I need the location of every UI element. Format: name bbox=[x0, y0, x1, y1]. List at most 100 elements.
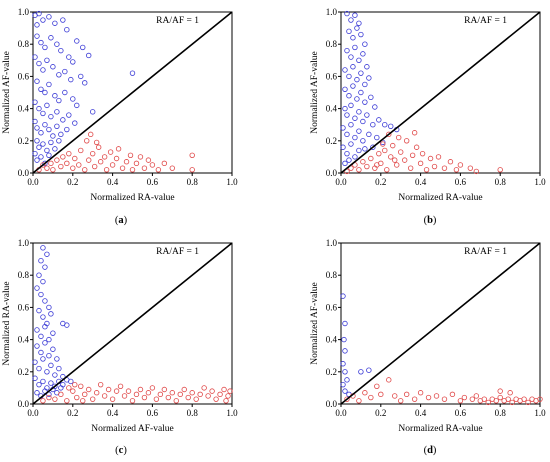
y-tick-label: 1.0 bbox=[326, 7, 338, 17]
data-point-red bbox=[153, 396, 160, 402]
data-point-red bbox=[115, 146, 122, 152]
data-point-red bbox=[141, 394, 148, 401]
data-point-red bbox=[161, 160, 168, 167]
data-point-blue bbox=[36, 105, 42, 112]
data-point-red bbox=[181, 386, 187, 393]
data-point-blue bbox=[354, 25, 360, 31]
data-point-red bbox=[398, 398, 404, 404]
data-point-red bbox=[185, 394, 191, 401]
data-point-blue bbox=[129, 70, 136, 76]
y-tick-label: 1.0 bbox=[18, 238, 30, 248]
data-point-blue bbox=[342, 105, 348, 112]
data-point-blue bbox=[374, 134, 380, 141]
y-tick-label: 0.6 bbox=[18, 302, 30, 312]
data-point-red bbox=[149, 162, 156, 168]
panel-a: 0.0 0.2 0.4 0.6 0.8 1.0 0.0 0.2 0.4 0.6 0.8 1.0 Norm… bbox=[2, 7, 238, 226]
data-point-blue bbox=[372, 104, 378, 110]
data-point-red bbox=[155, 167, 162, 173]
data-point-red bbox=[497, 388, 503, 394]
data-point-red bbox=[467, 165, 474, 171]
y-axis-label: Normalized AF-value bbox=[2, 51, 12, 134]
data-point-red bbox=[88, 131, 94, 138]
data-point-blue bbox=[46, 14, 52, 20]
data-point-blue bbox=[54, 356, 60, 362]
data-point-blue bbox=[86, 52, 92, 59]
data-point-blue bbox=[42, 298, 48, 304]
data-point-red bbox=[386, 131, 392, 138]
data-point-red bbox=[89, 150, 96, 157]
data-point-blue bbox=[46, 336, 52, 343]
x-tick-label: 0.0 bbox=[335, 177, 347, 187]
data-point-blue bbox=[62, 89, 68, 96]
data-point-blue bbox=[34, 138, 40, 144]
data-point-red bbox=[82, 167, 88, 173]
panel-b: 0.0 0.2 0.4 0.6 0.8 1.0 0.0 0.2 0.4 0.6 0.8 1.0 Norm… bbox=[310, 7, 546, 226]
data-point-blue bbox=[364, 64, 370, 70]
data-point-red bbox=[76, 162, 82, 168]
data-point-blue bbox=[34, 285, 40, 291]
data-point-red bbox=[382, 147, 388, 154]
data-point-red bbox=[457, 162, 464, 168]
data-point-blue bbox=[36, 10, 42, 17]
data-point-red bbox=[537, 396, 543, 402]
data-point-blue bbox=[348, 102, 354, 109]
reference-line bbox=[32, 11, 233, 174]
data-point-blue bbox=[360, 51, 366, 57]
data-point-red bbox=[417, 160, 424, 167]
x-axis-label: Normalized RA-value bbox=[90, 193, 174, 203]
y-tick-label: 0.8 bbox=[18, 270, 30, 280]
data-point-red bbox=[107, 149, 114, 155]
data-point-red bbox=[223, 398, 229, 404]
y-axis-label: Normalized AF-value bbox=[310, 51, 320, 134]
data-point-blue bbox=[352, 12, 358, 18]
data-point-red bbox=[417, 390, 424, 396]
data-point-blue bbox=[40, 110, 46, 117]
data-point-red bbox=[137, 154, 144, 160]
data-point-blue bbox=[344, 112, 350, 118]
data-point-blue bbox=[348, 17, 354, 23]
data-point-red bbox=[113, 155, 120, 162]
data-point-red bbox=[497, 394, 503, 401]
data-point-red bbox=[356, 398, 362, 404]
data-point-red bbox=[368, 394, 374, 401]
data-point-red bbox=[356, 167, 362, 173]
data-point-blue bbox=[344, 131, 350, 138]
data-point-red bbox=[64, 398, 70, 404]
data-point-blue bbox=[38, 86, 44, 92]
ratio-annotation: RA/AF = 1 bbox=[464, 16, 507, 26]
data-point-blue bbox=[346, 73, 352, 80]
data-point-blue bbox=[340, 144, 346, 150]
data-point-red bbox=[50, 167, 56, 173]
y-tick-label: 0.0 bbox=[326, 168, 338, 178]
x-axis-label: Normalized RA-value bbox=[398, 193, 482, 203]
x-tick-label: 0.4 bbox=[415, 177, 427, 187]
data-point-blue bbox=[32, 118, 38, 125]
data-point-blue bbox=[356, 147, 362, 154]
data-point-blue bbox=[46, 126, 52, 133]
data-point-red bbox=[145, 390, 152, 396]
data-point-blue bbox=[62, 68, 68, 75]
data-point-red bbox=[173, 398, 179, 404]
data-point-blue bbox=[48, 362, 54, 369]
data-point-red bbox=[103, 167, 110, 173]
data-point-red bbox=[48, 160, 54, 167]
data-point-red bbox=[374, 162, 380, 168]
data-point-red bbox=[435, 154, 442, 160]
data-point-red bbox=[403, 391, 410, 398]
data-point-red bbox=[409, 152, 416, 158]
data-point-blue bbox=[42, 44, 48, 51]
data-point-blue bbox=[32, 99, 38, 105]
data-point-blue bbox=[40, 67, 46, 73]
x-tick-label: 0.6 bbox=[455, 408, 467, 418]
x-tick-label: 0.0 bbox=[27, 408, 39, 418]
data-point-blue bbox=[354, 96, 360, 102]
data-point-blue bbox=[340, 293, 346, 299]
data-point-blue bbox=[356, 128, 362, 134]
data-point-red bbox=[109, 162, 116, 168]
data-point-red bbox=[364, 163, 370, 170]
data-point-blue bbox=[42, 89, 48, 96]
data-point-blue bbox=[38, 349, 44, 356]
data-point-blue bbox=[44, 251, 50, 257]
data-point-red bbox=[54, 157, 60, 163]
y-tick-label: 0.2 bbox=[18, 367, 29, 377]
